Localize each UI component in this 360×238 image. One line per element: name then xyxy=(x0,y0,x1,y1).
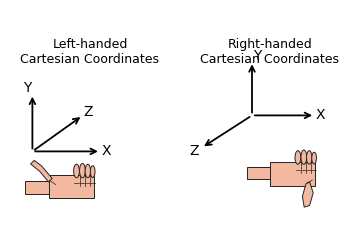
Text: Left-handed
Cartesian Coordinates: Left-handed Cartesian Coordinates xyxy=(21,38,159,66)
Polygon shape xyxy=(302,182,313,207)
Text: Right-handed
Cartesian Coordinates: Right-handed Cartesian Coordinates xyxy=(201,38,339,66)
Text: Z: Z xyxy=(190,144,199,159)
Ellipse shape xyxy=(312,152,316,164)
Ellipse shape xyxy=(85,164,91,178)
Polygon shape xyxy=(31,160,52,182)
Ellipse shape xyxy=(301,150,307,164)
Text: X: X xyxy=(316,108,325,122)
Text: Y: Y xyxy=(253,49,262,63)
Text: Z: Z xyxy=(84,105,93,119)
Text: Y: Y xyxy=(23,81,31,95)
Polygon shape xyxy=(49,175,94,198)
Ellipse shape xyxy=(307,151,312,164)
Ellipse shape xyxy=(295,151,301,164)
Ellipse shape xyxy=(74,164,79,178)
Text: X: X xyxy=(102,144,111,159)
Ellipse shape xyxy=(90,166,95,178)
Polygon shape xyxy=(25,181,50,194)
Polygon shape xyxy=(247,167,272,179)
Ellipse shape xyxy=(80,164,85,178)
Polygon shape xyxy=(270,162,315,186)
